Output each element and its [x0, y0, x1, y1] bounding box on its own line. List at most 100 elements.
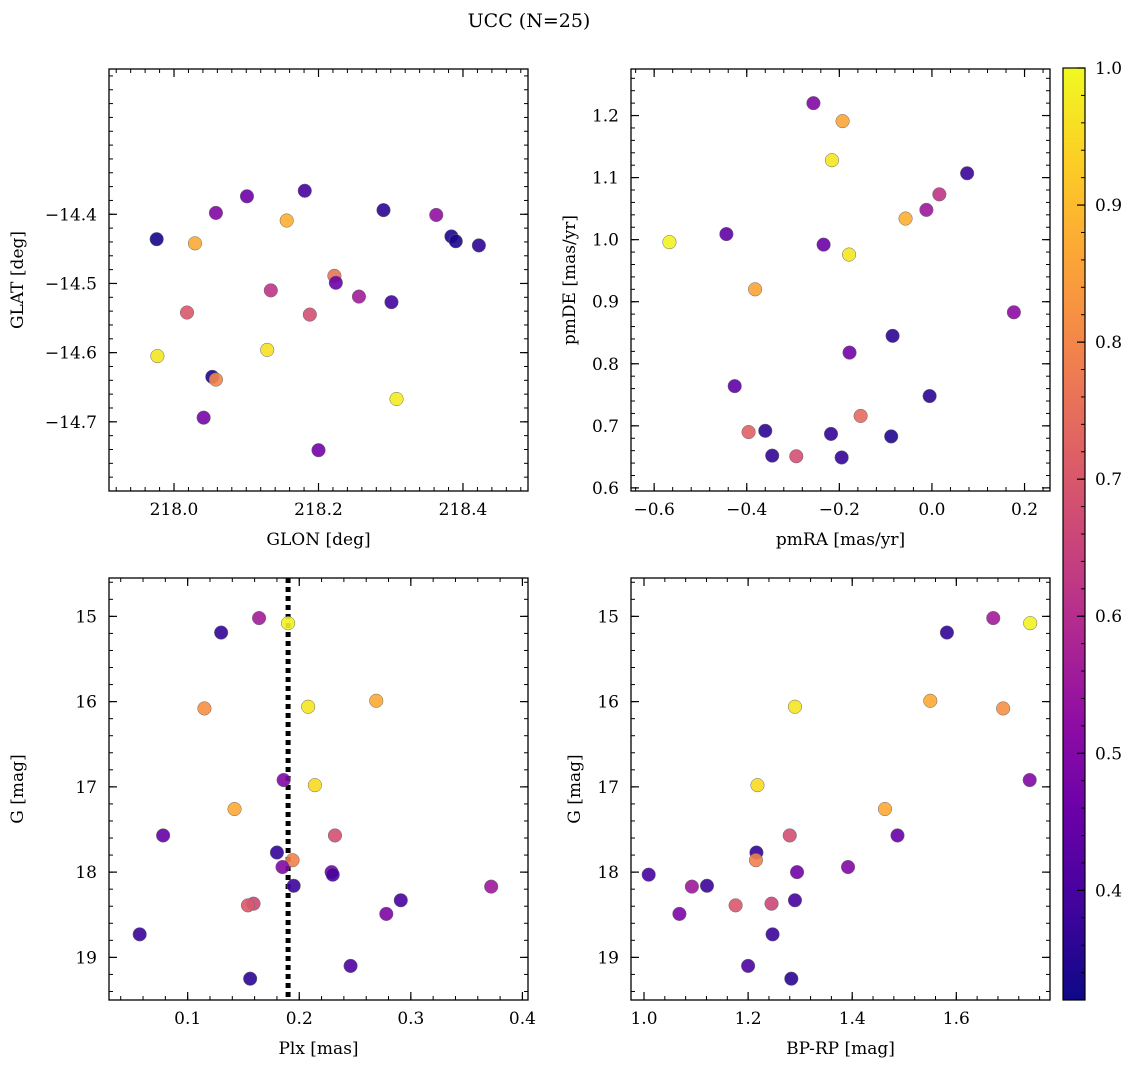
data-point — [699, 878, 715, 893]
y-tick-label: 17 — [75, 778, 97, 798]
data-point — [1006, 305, 1021, 320]
data-point — [919, 202, 934, 217]
subplot-bprp-g: 1.0 1.2 1.4 1.6 15 16 17 18 19 BP-RP [mag] G [mag] — [565, 577, 1051, 1059]
data-point — [351, 289, 367, 304]
data-point — [884, 429, 899, 444]
y-tick-label: 1.0 — [592, 231, 619, 251]
data-point — [307, 778, 322, 793]
data-point — [149, 232, 164, 247]
y-tick-label: 16 — [75, 693, 97, 713]
data-point — [276, 772, 291, 788]
data-point — [765, 927, 780, 942]
y-tick-label: 19 — [597, 948, 619, 968]
y-tick-label: 16 — [597, 693, 619, 713]
data-point — [748, 282, 763, 297]
data-point — [208, 372, 223, 387]
data-point — [285, 853, 300, 868]
y-axis-label: pmDE [mas/yr] — [560, 215, 580, 345]
data-point — [260, 342, 275, 357]
y-tick-label: 0.8 — [592, 355, 619, 375]
data-point — [787, 893, 803, 908]
data-point — [932, 187, 947, 202]
data-point — [269, 845, 284, 860]
colorbar-tick-label: 0.9 — [1095, 196, 1122, 216]
x-tick-label: 0.1 — [174, 1009, 201, 1029]
data-point — [842, 345, 857, 360]
y-tick-label: 17 — [597, 778, 619, 798]
data-point — [939, 625, 954, 640]
x-tick-label: 0.2 — [286, 1009, 313, 1029]
x-tick-label: −0.4 — [726, 500, 767, 520]
subplot-glon-glat: 218.0 218.2 218.4 −14.4 −14.5 −14.6 −14.7 GLON … — [8, 68, 529, 550]
data-point — [156, 828, 171, 843]
data-point — [187, 236, 203, 251]
data-point — [393, 893, 408, 908]
data-point — [196, 410, 211, 425]
y-tick-label: 15 — [597, 607, 619, 627]
colorbar-tick-label: 0.6 — [1095, 607, 1122, 627]
data-point — [302, 307, 317, 322]
x-axis-label: pmRA [mas/yr] — [776, 530, 905, 550]
data-point — [325, 867, 340, 882]
data-point — [1023, 616, 1038, 631]
subplot-plx-g: 0.1 0.2 0.3 0.4 15 16 17 18 19 Plx [mas] G [mag] — [8, 577, 536, 1059]
data-point — [297, 183, 312, 198]
data-point — [789, 449, 804, 464]
data-point — [784, 971, 799, 986]
data-point — [764, 896, 779, 911]
data-point — [132, 927, 147, 942]
y-tick-label: 1.1 — [592, 169, 619, 189]
figure-title: UCC (N=25) — [468, 10, 591, 32]
x-tick-label: 218.0 — [150, 500, 199, 520]
data-point — [923, 693, 938, 708]
y-tick-label: 18 — [75, 863, 97, 883]
colorbar-tick-label: 0.5 — [1095, 744, 1122, 764]
data-point — [281, 616, 296, 631]
data-point — [672, 906, 687, 921]
data-point — [239, 189, 255, 204]
data-point — [384, 295, 399, 310]
data-point — [748, 853, 763, 868]
colorbar-tick-label: 0.7 — [1095, 470, 1122, 490]
y-tick-label: 0.6 — [592, 479, 619, 499]
x-tick-label: −0.2 — [819, 500, 860, 520]
x-tick-label: 1.6 — [943, 1009, 970, 1029]
data-point — [301, 699, 316, 714]
data-point — [484, 879, 499, 894]
x-tick-label: 1.2 — [735, 1009, 762, 1029]
y-tick-label: 15 — [75, 607, 97, 627]
axes-frame — [108, 68, 529, 492]
data-point — [448, 234, 463, 249]
x-axis-label: GLON [deg] — [266, 530, 370, 550]
data-point — [823, 426, 839, 441]
x-tick-label: 218.4 — [439, 500, 488, 520]
data-point — [376, 203, 391, 218]
data-point — [727, 379, 742, 394]
data-point — [252, 611, 267, 626]
subplot-pmra-pmde: −0.6 −0.4 −0.2 0.0 0.2 0.6 0.7 0.8 0.9 1.0 1.1 1.2 p… — [560, 68, 1051, 550]
data-point — [389, 391, 404, 407]
data-point — [922, 389, 937, 404]
data-point — [741, 424, 756, 440]
x-tick-label: −0.6 — [634, 500, 675, 520]
data-point — [662, 235, 677, 250]
data-point — [816, 237, 831, 252]
data-point — [728, 898, 743, 913]
data-point — [890, 828, 905, 843]
data-point — [885, 328, 900, 343]
data-point — [343, 958, 358, 973]
x-axis-label: Plx [mas] — [278, 1039, 358, 1059]
data-point — [741, 958, 756, 973]
y-tick-label: −14.4 — [45, 205, 97, 225]
y-tick-label: 19 — [75, 948, 97, 968]
data-point — [719, 227, 734, 242]
data-point — [834, 450, 849, 465]
data-point — [275, 859, 290, 875]
y-tick-label: −14.6 — [45, 344, 97, 364]
y-tick-label: −14.7 — [45, 413, 97, 433]
data-point — [684, 879, 699, 894]
data-point — [179, 305, 195, 320]
data-point — [328, 275, 343, 290]
data-point — [824, 153, 839, 168]
data-point — [471, 238, 486, 253]
